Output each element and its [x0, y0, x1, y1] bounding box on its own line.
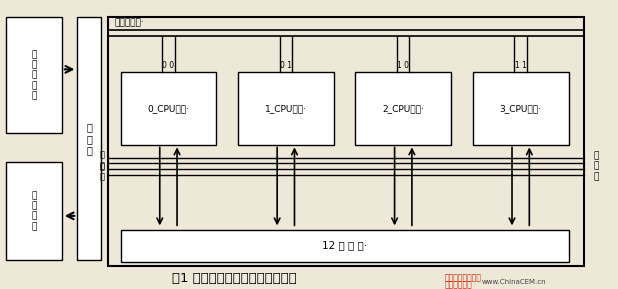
Text: www.ChinaCEM.cn: www.ChinaCEM.cn	[482, 279, 547, 285]
Text: 3_CPU地址·: 3_CPU地址·	[500, 104, 541, 113]
Bar	[355, 72, 451, 144]
Bar	[473, 72, 569, 144]
Bar	[121, 72, 216, 144]
Bar	[121, 230, 569, 262]
Text: 信
号
音: 信 号 音	[593, 151, 599, 181]
Bar	[238, 72, 334, 144]
Text: 2_CPU地址·: 2_CPU地址·	[383, 104, 424, 113]
Text: 上
位
机: 上 位 机	[86, 122, 92, 155]
Text: 12 个 分 机·: 12 个 分 机·	[322, 241, 367, 251]
Text: 电子工程世界: 电子工程世界	[445, 280, 473, 289]
Bar	[77, 17, 101, 260]
Text: 0 0: 0 0	[163, 60, 174, 70]
Text: 分
机
调
拨
机: 分 机 调 拨 机	[32, 50, 36, 101]
Text: 0_CPU地址·: 0_CPU地址·	[148, 104, 189, 113]
Bar	[6, 17, 62, 133]
Text: 1 1: 1 1	[515, 60, 527, 70]
Text: 1_CPU地址·: 1_CPU地址·	[265, 104, 307, 113]
Bar	[108, 17, 584, 266]
Text: 通信单行口·: 通信单行口·	[114, 18, 144, 28]
Text: 拨
号: 拨 号	[100, 162, 105, 182]
Text: 电气自动化技术网: 电气自动化技术网	[445, 273, 482, 283]
Text: 0 1: 0 1	[280, 60, 292, 70]
Text: 编
路: 编 路	[100, 151, 105, 170]
Text: 分
机
调
转: 分 机 调 转	[32, 191, 36, 231]
Bar	[6, 162, 62, 260]
Text: 1 0: 1 0	[397, 60, 409, 70]
Text: 图1 多机通信程控交换机结构框图: 图1 多机通信程控交换机结构框图	[172, 272, 297, 284]
